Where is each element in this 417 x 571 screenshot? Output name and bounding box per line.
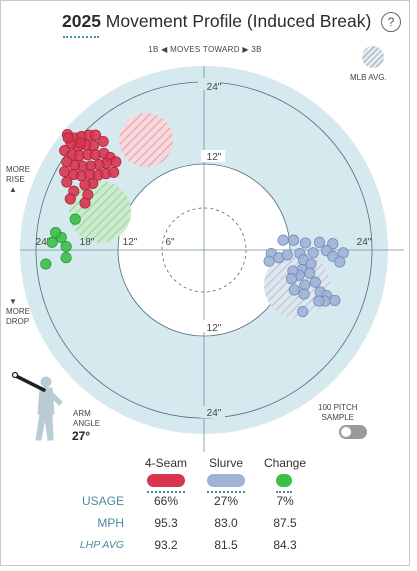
4-seam-pitch-point-30[interactable] (108, 166, 120, 178)
mph-change: 87.5 (273, 516, 297, 530)
moves-toward-label: 1B ◀ MOVES TOWARD ▶ 3B (148, 45, 262, 54)
slurve-pitch-point-12[interactable] (281, 249, 293, 261)
usage-change: 7% (276, 494, 294, 508)
usage-slurve: 27% (213, 494, 239, 508)
slurve-pitch-point-30[interactable] (298, 288, 310, 300)
slurve-pitch-point-11[interactable] (263, 255, 275, 267)
slurve-pitch-point-31[interactable] (297, 306, 309, 318)
lhp-avg-change: 84.3 (273, 538, 297, 552)
mlb-avg-4seam-region (119, 113, 173, 167)
sample-toggle-label: 100 PITCH SAMPLE (318, 403, 358, 423)
arm-angle-line2: ANGLE (73, 419, 101, 428)
slurve-pitch-point-3[interactable] (313, 236, 326, 248)
x-tick-right-24: 24" (357, 237, 372, 248)
tick-bg (201, 150, 225, 162)
legend-change-swatch[interactable] (276, 474, 292, 487)
change-pitch-point-3[interactable] (46, 236, 58, 248)
change-pitch-point-6[interactable] (69, 213, 81, 225)
up-triangle-icon: ▲ (9, 185, 17, 194)
change-pitch-point-2[interactable] (60, 240, 72, 253)
mph-slurve: 83.0 (214, 516, 238, 530)
mlb-average-swatch-icon (362, 46, 384, 68)
lhp-avg-slurve: 81.5 (214, 538, 238, 552)
4-seam-pitch-point-5[interactable] (97, 135, 109, 148)
legend-slurve-selected-indicator (207, 491, 245, 493)
x-tick-left-12: 12" (123, 237, 138, 248)
toggle-knob (341, 427, 351, 437)
more-rise-label: MORE RISE ▲ (6, 165, 30, 195)
pitcher-silhouette-icon (11, 371, 63, 441)
4-seam-pitch-point-4[interactable] (89, 129, 102, 141)
4-seam-pitch-point-37[interactable] (64, 193, 76, 205)
legend-change-selected-indicator (276, 491, 292, 493)
year-dropdown-indicator[interactable] (63, 36, 99, 38)
change-pitch-point-1[interactable] (60, 252, 72, 264)
change-pitch-point-5[interactable] (50, 226, 62, 239)
usage-4seam: 66% (153, 494, 179, 508)
slurve-pitch-point-1[interactable] (288, 234, 300, 246)
y-tick-bottom-24: 24" (207, 408, 222, 419)
slurve-pitch-point-16[interactable] (305, 258, 317, 270)
sample-toggle[interactable] (339, 425, 367, 439)
movement-plot: 24" 12" 12" 24" 24" 18" 12" 6" 24" (20, 66, 404, 452)
arm-angle-line1: ARM (73, 409, 91, 418)
x-tick-left-6: 6" (165, 237, 175, 248)
4-seam-pitch-point-39[interactable] (75, 137, 87, 149)
y-tick-bottom-12: 12" (207, 323, 222, 334)
slurve-pitch-point-29[interactable] (313, 295, 325, 307)
x-tick-left-24: 24" (36, 237, 51, 248)
tick-bg (198, 78, 220, 90)
lhp-avg-4seam: 93.2 (154, 538, 178, 552)
y-tick-top-12: 12" (207, 152, 222, 163)
arm-angle-label: ARM ANGLE (73, 409, 100, 429)
mph-4seam: 95.3 (154, 516, 178, 530)
slurve-pitch-point-24[interactable] (288, 284, 300, 296)
4-seam-pitch-point-33[interactable] (61, 176, 73, 188)
title-year: 2025 (62, 11, 101, 31)
title-text: Movement Profile (Induced Break) (100, 11, 372, 31)
4-seam-pitch-point-36[interactable] (79, 197, 91, 209)
more-drop-label: ▼ MORE DROP (6, 297, 30, 327)
more-drop-line1: MORE (6, 307, 30, 316)
down-triangle-icon: ▼ (9, 297, 17, 306)
4-seam-pitch-point-32[interactable] (79, 179, 91, 191)
more-rise-line1: MORE (6, 165, 30, 174)
slurve-pitch-point-2[interactable] (299, 237, 312, 249)
slurve-pitch-point-18[interactable] (304, 267, 316, 279)
slurve-pitch-point-4[interactable] (327, 238, 339, 250)
tick-bg (201, 320, 225, 332)
legend-slurve-swatch[interactable] (207, 474, 245, 487)
arm-angle-value: 27° (72, 429, 91, 443)
y-tick-top-24: 24" (207, 82, 222, 93)
slurve-pitch-point-14[interactable] (307, 247, 319, 259)
more-rise-line2: RISE (6, 175, 25, 184)
sample-line2: SAMPLE (321, 413, 355, 422)
slurve-pitch-point-23[interactable] (309, 276, 321, 288)
lhp-avg-row-label: LHP AVG (79, 539, 124, 551)
legend-change-header: Change (263, 456, 307, 470)
help-icon[interactable]: ? (381, 12, 401, 32)
page-title: 2025 Movement Profile (Induced Break) (62, 11, 371, 32)
slurve-pitch-point-28[interactable] (329, 294, 341, 306)
slurve-pitch-point-0[interactable] (277, 234, 289, 246)
sample-line1: 100 PITCH (318, 403, 358, 412)
legend-4seam-selected-indicator (147, 491, 185, 493)
4-seam-pitch-point-17[interactable] (110, 156, 122, 168)
mph-row-label: MPH (97, 516, 124, 530)
4-seam-pitch-point-38[interactable] (62, 132, 74, 144)
x-tick-left-18: 18" (80, 237, 95, 248)
slurve-pitch-point-8[interactable] (334, 256, 346, 268)
more-drop-line2: DROP (6, 317, 30, 326)
usage-row-label: USAGE (81, 494, 124, 508)
4-seam-pitch-point-23[interactable] (61, 156, 73, 168)
legend-slurve-header: Slurve (208, 456, 243, 470)
mlb-average-label: MLB AVG. (350, 73, 387, 82)
slurve-pitch-point-21[interactable] (285, 273, 298, 285)
change-pitch-point-0[interactable] (40, 258, 52, 270)
legend-4seam-swatch[interactable] (147, 474, 185, 487)
pitch-points-layer (40, 128, 349, 318)
legend-4seam-header: 4-Seam (144, 456, 188, 470)
tick-bg (201, 406, 225, 418)
